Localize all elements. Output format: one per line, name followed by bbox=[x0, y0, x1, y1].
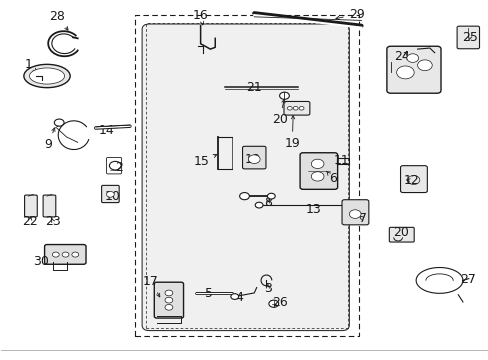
Ellipse shape bbox=[29, 68, 64, 84]
Text: 4: 4 bbox=[235, 291, 243, 304]
Circle shape bbox=[287, 107, 292, 110]
Text: 12: 12 bbox=[403, 174, 419, 187]
Text: 21: 21 bbox=[246, 81, 262, 94]
FancyBboxPatch shape bbox=[242, 146, 265, 169]
FancyBboxPatch shape bbox=[388, 227, 413, 242]
Text: 29: 29 bbox=[335, 8, 364, 21]
Text: 19: 19 bbox=[284, 116, 300, 150]
Ellipse shape bbox=[24, 64, 70, 87]
Circle shape bbox=[106, 192, 114, 197]
Text: 27: 27 bbox=[459, 273, 475, 286]
FancyBboxPatch shape bbox=[142, 24, 348, 330]
Circle shape bbox=[164, 297, 172, 303]
FancyBboxPatch shape bbox=[386, 46, 440, 93]
Text: 18: 18 bbox=[244, 153, 260, 166]
Circle shape bbox=[299, 107, 304, 110]
Circle shape bbox=[54, 119, 64, 126]
FancyBboxPatch shape bbox=[300, 153, 337, 189]
Circle shape bbox=[248, 155, 260, 163]
Text: 25: 25 bbox=[461, 31, 477, 44]
Circle shape bbox=[164, 305, 172, 310]
Circle shape bbox=[311, 172, 324, 181]
Circle shape bbox=[164, 290, 172, 296]
FancyBboxPatch shape bbox=[43, 195, 56, 217]
Text: 2: 2 bbox=[115, 161, 122, 174]
Circle shape bbox=[406, 54, 418, 62]
Circle shape bbox=[230, 294, 238, 300]
Circle shape bbox=[293, 107, 298, 110]
FancyBboxPatch shape bbox=[400, 166, 427, 193]
Text: 28: 28 bbox=[49, 10, 68, 30]
Text: 13: 13 bbox=[305, 203, 321, 216]
Text: 10: 10 bbox=[105, 190, 121, 203]
Circle shape bbox=[255, 202, 263, 208]
Circle shape bbox=[267, 193, 275, 199]
Circle shape bbox=[239, 193, 249, 200]
Text: 11: 11 bbox=[333, 154, 349, 167]
Text: 30: 30 bbox=[33, 255, 49, 268]
Text: 15: 15 bbox=[193, 154, 216, 168]
FancyBboxPatch shape bbox=[24, 195, 37, 217]
FancyBboxPatch shape bbox=[341, 200, 368, 225]
Text: 17: 17 bbox=[142, 275, 160, 297]
Text: 16: 16 bbox=[192, 9, 208, 25]
Text: 1: 1 bbox=[25, 58, 37, 72]
FancyBboxPatch shape bbox=[456, 26, 479, 49]
FancyBboxPatch shape bbox=[154, 282, 183, 318]
FancyBboxPatch shape bbox=[44, 244, 86, 264]
Text: 20: 20 bbox=[271, 99, 287, 126]
Text: 26: 26 bbox=[272, 296, 287, 309]
FancyBboxPatch shape bbox=[102, 185, 119, 203]
Text: 3: 3 bbox=[264, 282, 271, 295]
Circle shape bbox=[417, 60, 431, 71]
Circle shape bbox=[279, 92, 289, 99]
Circle shape bbox=[348, 210, 360, 219]
Text: 5: 5 bbox=[205, 287, 213, 300]
Text: 20: 20 bbox=[393, 226, 408, 239]
Text: 14: 14 bbox=[99, 124, 115, 137]
Text: 9: 9 bbox=[44, 128, 55, 151]
Circle shape bbox=[109, 161, 121, 170]
Text: 8: 8 bbox=[264, 196, 271, 209]
Circle shape bbox=[62, 252, 69, 257]
Circle shape bbox=[311, 159, 324, 168]
Circle shape bbox=[268, 300, 278, 307]
Circle shape bbox=[396, 66, 413, 79]
Text: 23: 23 bbox=[45, 215, 61, 228]
Circle shape bbox=[52, 252, 59, 257]
Text: 7: 7 bbox=[358, 212, 366, 225]
Circle shape bbox=[72, 252, 79, 257]
Text: 24: 24 bbox=[393, 50, 409, 63]
Text: 6: 6 bbox=[326, 171, 337, 185]
FancyBboxPatch shape bbox=[284, 102, 309, 115]
Text: 22: 22 bbox=[22, 215, 38, 228]
